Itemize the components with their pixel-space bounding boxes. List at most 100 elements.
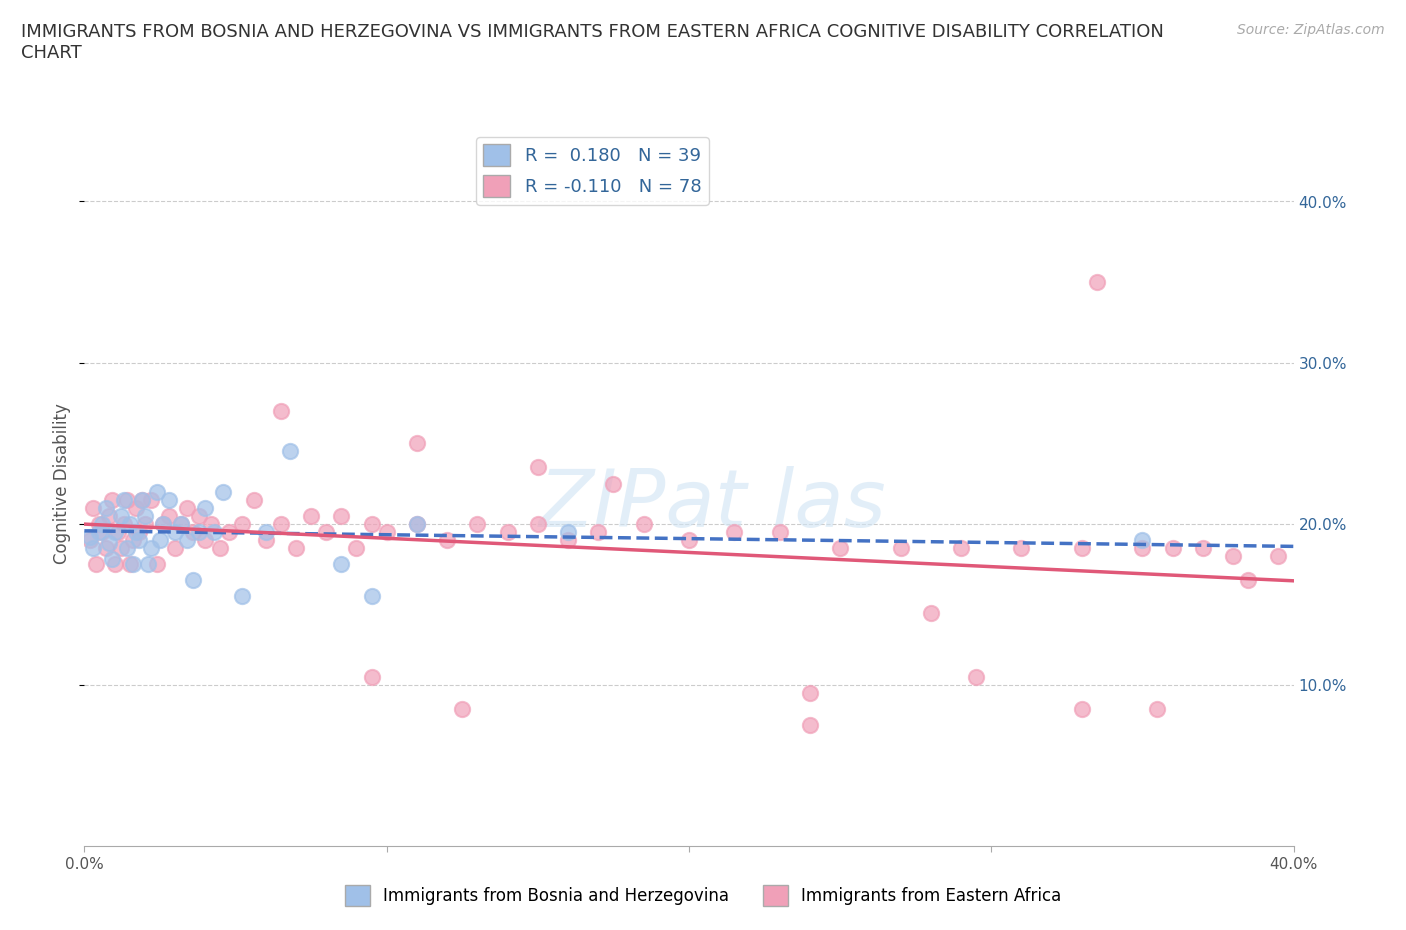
Point	[1267, 549, 1289, 564]
Point	[242, 492, 264, 507]
Point	[209, 540, 232, 555]
Point	[1161, 540, 1184, 555]
Point	[110, 509, 132, 524]
Point	[131, 492, 153, 507]
Point	[315, 525, 337, 539]
Point	[110, 540, 132, 555]
Point	[330, 509, 353, 524]
Point	[278, 444, 301, 458]
Point	[467, 516, 489, 531]
Point	[633, 516, 655, 531]
Point	[152, 516, 174, 531]
Point	[1130, 533, 1153, 548]
Point	[104, 525, 127, 539]
Point	[134, 516, 156, 531]
Point	[436, 533, 458, 548]
Point	[146, 557, 169, 572]
Point	[188, 509, 211, 524]
Point	[79, 533, 101, 548]
Point	[557, 525, 579, 539]
Point	[100, 492, 122, 507]
Point	[97, 536, 120, 551]
Point	[89, 525, 111, 539]
Point	[1146, 702, 1168, 717]
Point	[1011, 540, 1033, 555]
Point	[299, 509, 322, 524]
Point	[527, 460, 550, 475]
Point	[360, 670, 382, 684]
Point	[112, 492, 135, 507]
Point	[181, 525, 204, 539]
Point	[1222, 549, 1244, 564]
Text: Source: ZipAtlas.com: Source: ZipAtlas.com	[1237, 23, 1385, 37]
Point	[799, 718, 821, 733]
Point	[176, 500, 198, 515]
Point	[346, 540, 368, 555]
Point	[121, 557, 143, 572]
Point	[360, 589, 382, 604]
Point	[97, 509, 120, 524]
Legend: Immigrants from Bosnia and Herzegovina, Immigrants from Eastern Africa: Immigrants from Bosnia and Herzegovina, …	[339, 879, 1067, 912]
Point	[527, 516, 550, 531]
Point	[139, 492, 162, 507]
Point	[170, 516, 193, 531]
Point	[128, 525, 150, 539]
Point	[146, 485, 169, 499]
Point	[799, 685, 821, 700]
Point	[1071, 702, 1094, 717]
Point	[149, 533, 172, 548]
Point	[218, 525, 240, 539]
Point	[125, 500, 148, 515]
Point	[1130, 540, 1153, 555]
Point	[165, 525, 187, 539]
Point	[89, 516, 111, 531]
Point	[136, 557, 159, 572]
Point	[104, 557, 127, 572]
Point	[1237, 573, 1260, 588]
Point	[91, 516, 114, 531]
Point	[270, 404, 292, 418]
Point	[212, 485, 235, 499]
Point	[128, 533, 150, 548]
Point	[202, 525, 225, 539]
Point	[965, 670, 987, 684]
Point	[231, 589, 253, 604]
Point	[100, 551, 122, 566]
Point	[134, 509, 156, 524]
Point	[588, 525, 610, 539]
Point	[118, 557, 141, 572]
Point	[360, 516, 382, 531]
Point	[406, 516, 429, 531]
Point	[723, 525, 745, 539]
Point	[1071, 540, 1094, 555]
Point	[115, 492, 138, 507]
Point	[82, 500, 104, 515]
Point	[86, 557, 108, 572]
Point	[131, 492, 153, 507]
Point	[152, 516, 174, 531]
Legend: R =  0.180   N = 39, R = -0.110   N = 78: R = 0.180 N = 39, R = -0.110 N = 78	[475, 138, 709, 205]
Point	[254, 533, 277, 548]
Point	[121, 533, 143, 548]
Point	[830, 540, 852, 555]
Point	[602, 476, 624, 491]
Point	[769, 525, 792, 539]
Point	[194, 533, 217, 548]
Point	[1085, 274, 1108, 289]
Point	[285, 540, 308, 555]
Point	[165, 540, 187, 555]
Point	[406, 436, 429, 451]
Y-axis label: Cognitive Disability: Cognitive Disability	[53, 404, 72, 564]
Point	[107, 525, 129, 539]
Point	[920, 605, 942, 620]
Point	[79, 529, 101, 544]
Text: ZIPat las: ZIPat las	[540, 466, 887, 544]
Point	[118, 516, 141, 531]
Point	[678, 533, 700, 548]
Point	[496, 525, 519, 539]
Point	[200, 516, 222, 531]
Point	[406, 516, 429, 531]
Point	[125, 525, 148, 539]
Point	[188, 525, 211, 539]
Point	[94, 500, 117, 515]
